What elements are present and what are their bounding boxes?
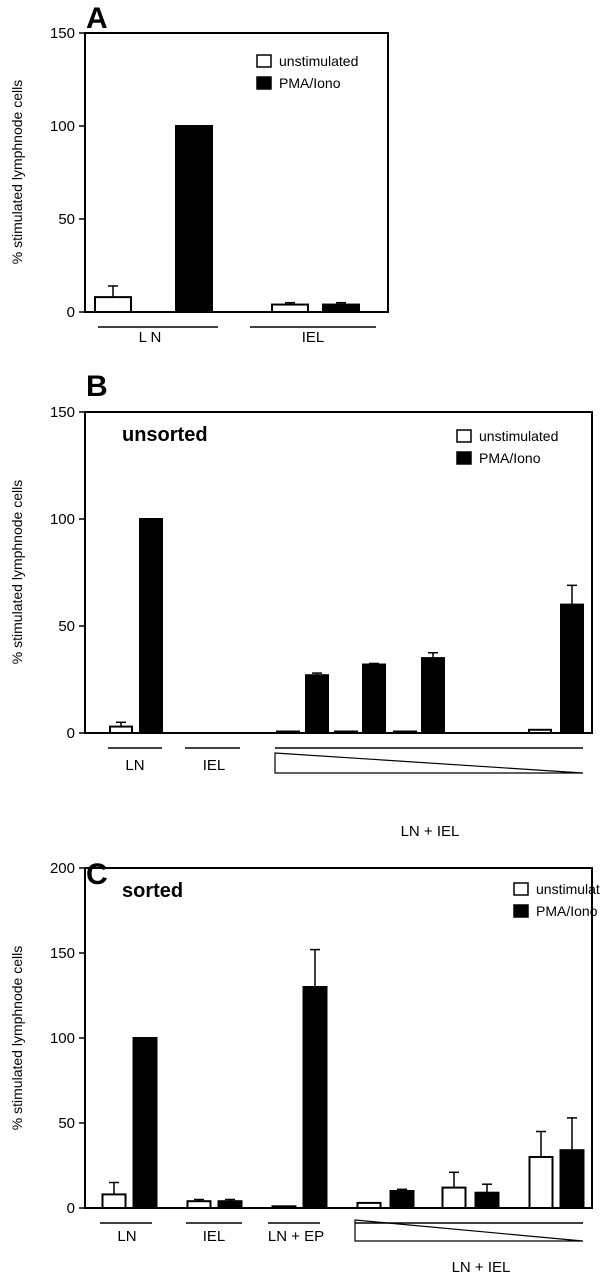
bar xyxy=(528,1156,554,1209)
group-label: L N xyxy=(139,329,162,346)
bar xyxy=(101,1193,127,1210)
panel-letter: A xyxy=(86,2,108,35)
y-axis-label: % stimulated lymphnode cells xyxy=(9,946,25,1130)
legend-swatch xyxy=(456,429,472,443)
bar xyxy=(109,725,133,735)
y-tick-label: 0 xyxy=(67,1200,75,1217)
y-tick-label: 50 xyxy=(58,1115,75,1132)
bar xyxy=(362,663,386,735)
bar xyxy=(322,303,360,313)
plot-frame xyxy=(84,32,389,313)
bar xyxy=(94,296,132,313)
y-tick-label: 150 xyxy=(50,404,75,421)
legend-label: PMA/Iono xyxy=(536,903,598,919)
bar xyxy=(474,1191,500,1209)
group-label: LN + EP xyxy=(268,1228,324,1245)
bar xyxy=(356,1201,382,1210)
chart-subtitle: sorted xyxy=(122,880,183,902)
bar xyxy=(276,730,300,734)
legend-label: PMA/Iono xyxy=(479,450,541,466)
bar xyxy=(302,986,328,1209)
bar xyxy=(421,657,445,734)
bar xyxy=(441,1186,467,1209)
y-tick-label: 100 xyxy=(50,511,75,528)
legend-swatch xyxy=(256,76,272,90)
legend-swatch xyxy=(513,904,529,918)
bar xyxy=(139,518,163,734)
plot-frame xyxy=(84,867,593,1209)
bar xyxy=(334,730,358,734)
titration-wedge xyxy=(274,752,584,774)
legend-label: unstimulated xyxy=(479,428,558,444)
legend-label: unstimulated xyxy=(536,881,600,897)
y-tick-label: 50 xyxy=(58,618,75,635)
group-label: LN xyxy=(125,757,144,774)
y-tick-label: 100 xyxy=(50,1030,75,1047)
bar xyxy=(132,1037,158,1209)
legend-swatch xyxy=(256,54,272,68)
panel-letter: B xyxy=(86,370,108,403)
y-tick-label: 0 xyxy=(67,725,75,742)
chart-subtitle: unsorted xyxy=(122,424,208,446)
y-tick-label: 150 xyxy=(50,945,75,962)
bar xyxy=(217,1200,243,1209)
group-label: IEL xyxy=(203,757,226,774)
group-label: IEL xyxy=(203,1228,226,1245)
bar xyxy=(186,1200,212,1209)
y-tick-label: 200 xyxy=(50,860,75,877)
bar xyxy=(389,1190,415,1209)
y-tick-label: 150 xyxy=(50,25,75,42)
bar xyxy=(305,674,329,734)
bar xyxy=(559,1149,585,1209)
legend-label: unstimulated xyxy=(279,53,358,69)
group-label: LN xyxy=(117,1228,136,1245)
y-axis-label: % stimulated lymphnode cells xyxy=(9,480,25,664)
bar xyxy=(271,303,309,313)
group-label: LN + IEL xyxy=(452,1259,511,1276)
bar xyxy=(175,125,213,313)
y-tick-label: 0 xyxy=(67,304,75,321)
legend-swatch xyxy=(513,882,529,896)
titration-wedge xyxy=(354,1219,584,1242)
bar xyxy=(271,1205,297,1210)
bar xyxy=(560,603,584,734)
panel-letter: C xyxy=(86,858,108,891)
group-label: LN + IEL xyxy=(401,823,460,840)
y-tick-label: 100 xyxy=(50,118,75,135)
group-label: IEL xyxy=(302,329,325,346)
bar xyxy=(393,730,417,734)
y-tick-label: 50 xyxy=(58,211,75,228)
y-axis-label: % stimulated lymphnode cells xyxy=(9,80,25,264)
legend-swatch xyxy=(456,451,472,465)
bar xyxy=(528,728,552,734)
legend-label: PMA/Iono xyxy=(279,75,341,91)
